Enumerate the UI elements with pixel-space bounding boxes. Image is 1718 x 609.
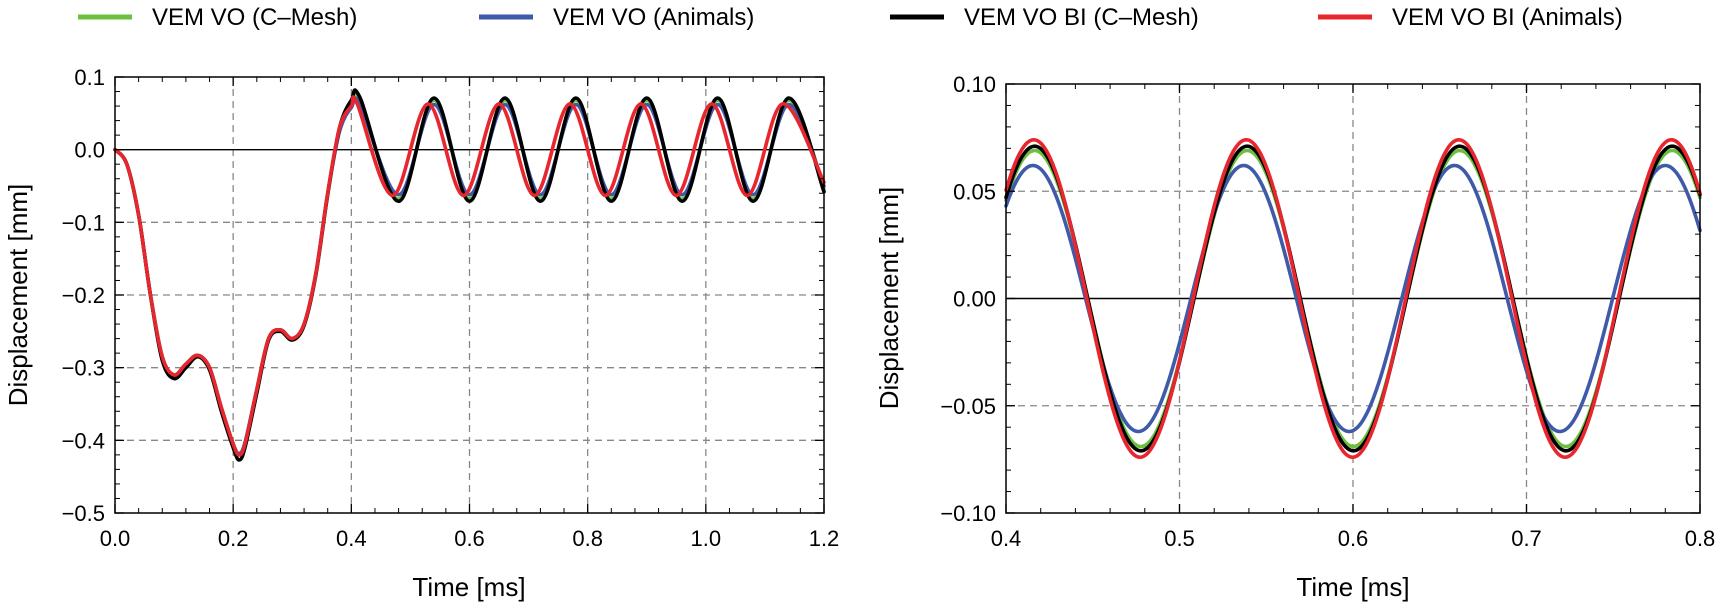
chart-left-ytick-label-3: −0.2 bbox=[62, 283, 105, 308]
legend-item-1: VEM VO (Animals) bbox=[479, 4, 754, 31]
chart-left-xtick-label-4: 0.8 bbox=[572, 526, 603, 551]
chart-left-ticks: 0.0 0.2 0.4 0.6 0.8 1.0 1.2 −0.5 −0.4 −0.3 −0.2 −0.… bbox=[62, 65, 840, 551]
chart-right-xtick-label-0: 0.4 bbox=[991, 526, 1022, 551]
chart-left-xtick-label-6: 1.2 bbox=[809, 526, 840, 551]
legend-label-2: VEM VO BI (C–Mesh) bbox=[964, 4, 1199, 31]
chart-right-series-3 bbox=[1004, 137, 1702, 460]
chart-right-ytick-label-2: 0.00 bbox=[953, 287, 996, 312]
chart-left-full-response: 0.0 0.2 0.4 0.6 0.8 1.0 1.2 −0.5 −0.4 −0.3 −0.2 −0.… bbox=[3, 65, 839, 602]
chart-left-xtick-label-2: 0.4 bbox=[336, 526, 367, 551]
chart-left-xtick-label-0: 0.0 bbox=[100, 526, 131, 551]
chart-right-series bbox=[1004, 137, 1702, 460]
chart-left-ylabel: Displacement [mm] bbox=[3, 184, 33, 407]
chart-left-ytick-label-5: 0.0 bbox=[74, 138, 105, 163]
legend-label-1: VEM VO (Animals) bbox=[553, 4, 754, 31]
legend-item-0: VEM VO (C–Mesh) bbox=[78, 4, 357, 31]
chart-right-ylabel: Displacement [mm] bbox=[874, 187, 904, 410]
chart-right-xtick-label-4: 0.8 bbox=[1685, 526, 1716, 551]
legend-label-0: VEM VO (C–Mesh) bbox=[152, 4, 357, 31]
chart-left-ytick-label-2: −0.3 bbox=[62, 356, 105, 381]
chart-right-ytick-label-1: −0.05 bbox=[940, 394, 996, 419]
chart-right-zoom: 0.4 0.5 0.6 0.7 0.8 −0.10 −0.05 0.00 0.05 0.10 Ti… bbox=[874, 72, 1715, 602]
chart-right-xtick-label-2: 0.6 bbox=[1338, 526, 1369, 551]
chart-right-grid bbox=[1006, 84, 1700, 513]
legend-item-3: VEM VO BI (Animals) bbox=[1318, 4, 1623, 31]
chart-left-xtick-label-5: 1.0 bbox=[691, 526, 722, 551]
chart-left-series-3 bbox=[113, 95, 826, 457]
chart-left-xtick-label-1: 0.2 bbox=[218, 526, 249, 551]
chart-right-xtick-label-1: 0.5 bbox=[1164, 526, 1195, 551]
chart-right-series-1 bbox=[1004, 163, 1702, 434]
chart-left-series bbox=[113, 88, 826, 462]
chart-left-ytick-label-0: −0.5 bbox=[62, 501, 105, 526]
legend-label-3: VEM VO BI (Animals) bbox=[1392, 4, 1623, 31]
chart-right-ticks: 0.4 0.5 0.6 0.7 0.8 −0.10 −0.05 0.00 0.05 0.10 bbox=[940, 72, 1715, 551]
legend-item-2: VEM VO BI (C–Mesh) bbox=[890, 4, 1199, 31]
chart-left-xlabel: Time [ms] bbox=[412, 572, 525, 602]
chart-right-ytick-label-0: −0.10 bbox=[940, 501, 996, 526]
chart-right-ytick-label-4: 0.10 bbox=[953, 72, 996, 97]
chart-left-xtick-label-3: 0.6 bbox=[454, 526, 485, 551]
chart-left-ytick-label-6: 0.1 bbox=[74, 65, 105, 90]
chart-right-xtick-label-3: 0.7 bbox=[1511, 526, 1542, 551]
legend: VEM VO (C–Mesh) VEM VO (Animals) VEM VO … bbox=[78, 4, 1623, 31]
chart-right-ytick-label-3: 0.05 bbox=[953, 179, 996, 204]
chart-left-ytick-label-4: −0.1 bbox=[62, 210, 105, 235]
chart-left-ytick-label-1: −0.4 bbox=[62, 428, 105, 453]
chart-right-xlabel: Time [ms] bbox=[1296, 572, 1409, 602]
